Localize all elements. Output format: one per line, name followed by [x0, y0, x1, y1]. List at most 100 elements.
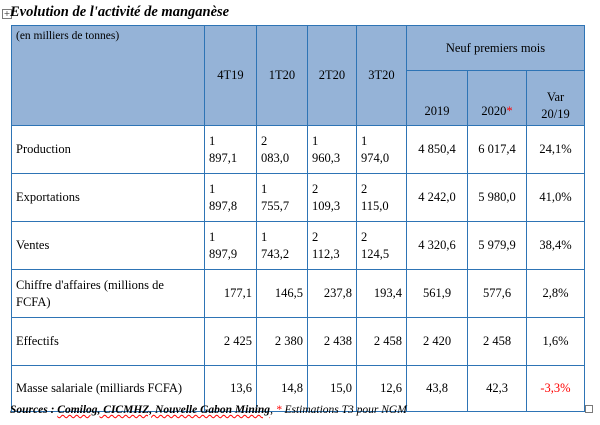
cell-line: 1: [209, 229, 216, 244]
cell-4t19: 2 425: [204, 317, 257, 366]
table-row-effectifs: Effectifs 2 425 2 380 2 438 2 458 2 420 …: [11, 317, 585, 366]
header-year-2020: 2020: [481, 104, 507, 118]
cell-line: 083,0: [261, 150, 290, 165]
row-label: Ventes: [11, 221, 205, 270]
row-label: Production: [11, 125, 205, 174]
cell-2t20: 15,0: [307, 365, 357, 412]
cell-3t20: 193,4: [356, 269, 407, 318]
cell-line: 2: [312, 181, 319, 196]
cell-variation-negative: -3,3%: [526, 365, 585, 412]
table-row-ventes: Ventes 1 897,9 1 743,2 2 112,3 2 124,5 4 320…: [11, 221, 585, 270]
row-label: Masse salariale (milliards FCFA): [11, 365, 205, 412]
cell-2t20: 1 960,3: [307, 125, 357, 174]
cell-3t20: 2 458: [356, 317, 407, 366]
cell-2t20: 2 438: [307, 317, 357, 366]
header-year-2019: 2019: [406, 70, 468, 126]
cell-4t19: 1 897,1: [204, 125, 257, 174]
unit-label: (en milliers de tonnes): [16, 30, 120, 42]
source-names: Comilog, CICMHZ, Nouvelle Gabon Mining: [57, 404, 271, 416]
manganese-activity-table: (en milliers de tonnes) 4T19 1T20 2T20 3…: [11, 25, 585, 412]
cell-4t19: 1 897,9: [204, 221, 257, 270]
cell-2019: 561,9: [406, 269, 468, 318]
row-label: Exportations: [11, 173, 205, 222]
cell-variation: 1,6%: [526, 317, 585, 366]
cell-line: 1: [261, 181, 268, 196]
estimate-marker: *: [506, 104, 513, 118]
cell-variation: 41,0%: [526, 173, 585, 222]
cell-1t20: 2 083,0: [256, 125, 308, 174]
source-note: Sources : Comilog, CICMHZ, Nouvelle Gabo…: [10, 404, 407, 416]
cell-line: 2: [312, 229, 319, 244]
cell-line: 960,3: [312, 150, 341, 165]
cell-3t20: 1 974,0: [356, 125, 407, 174]
cell-line: 1: [209, 181, 216, 196]
cell-line: 755,7: [261, 198, 290, 213]
cell-line: 1: [209, 133, 216, 148]
cell-3t20: 2 124,5: [356, 221, 407, 270]
header-period-2t20: 2T20: [307, 25, 357, 126]
cell-2t20: 2 109,3: [307, 173, 357, 222]
cell-2019: 2 420: [406, 317, 468, 366]
cell-variation: 38,4%: [526, 221, 585, 270]
cell-2019: 4 850,4: [406, 125, 468, 174]
cell-4t19: 177,1: [204, 269, 257, 318]
header-period-4t19: 4T19: [204, 25, 257, 126]
row-label: Effectifs: [11, 317, 205, 366]
cell-2020: 577,6: [467, 269, 527, 318]
cell-variation: 2,8%: [526, 269, 585, 318]
unit-label-cell: (en milliers de tonnes): [11, 25, 205, 126]
header-variation-line2: 20/19: [541, 107, 570, 121]
cell-line: 897,9: [209, 246, 238, 261]
cell-2020: 42,3: [467, 365, 527, 412]
cell-1t20: 146,5: [256, 269, 308, 318]
source-separator: ,: [270, 404, 276, 416]
header-period-3t20: 3T20: [356, 25, 407, 126]
table-resize-handle[interactable]: [585, 405, 593, 413]
cell-line: 1: [361, 133, 368, 148]
table-row-masse-salariale: Masse salariale (milliards FCFA) 13,6 14…: [11, 365, 585, 412]
cell-line: 897,8: [209, 198, 238, 213]
cell-4t19: 13,6: [204, 365, 257, 412]
table-row-exportations: Exportations 1 897,8 1 755,7 2 109,3 2 115,0…: [11, 173, 585, 222]
source-estimate-marker: *: [275, 404, 282, 416]
row-label: Chiffre d'affaires (millions de FCFA): [11, 269, 205, 318]
header-period-1t20: 1T20: [256, 25, 308, 126]
cell-4t19: 1 897,8: [204, 173, 257, 222]
header-variation-line1: Var: [546, 90, 565, 104]
cell-2t20: 237,8: [307, 269, 357, 318]
cell-line: 2: [361, 181, 368, 196]
cell-3t20: 2 115,0: [356, 173, 407, 222]
header-group-nine-months: Neuf premiers mois: [406, 25, 585, 71]
table-move-handle[interactable]: +: [2, 9, 12, 19]
cell-1t20: 2 380: [256, 317, 308, 366]
cell-line: 109,3: [312, 198, 341, 213]
cell-variation: 24,1%: [526, 125, 585, 174]
source-estimate-note: Estimations T3 pour NGM: [281, 404, 407, 416]
header-variation-cell: Var 20/19: [526, 70, 585, 126]
table-row-chiffre-affaires: Chiffre d'affaires (millions de FCFA) 17…: [11, 269, 585, 318]
cell-1t20: 1 743,2: [256, 221, 308, 270]
cell-line: 1: [312, 133, 319, 148]
cell-line: 2: [361, 229, 368, 244]
cell-line: 112,3: [312, 246, 340, 261]
cell-3t20: 12,6: [356, 365, 407, 412]
cell-line: 1: [261, 229, 268, 244]
page-title: Evolution de l'activité de manganèse: [10, 4, 230, 20]
cell-2020: 5 980,0: [467, 173, 527, 222]
cell-2020: 6 017,4: [467, 125, 527, 174]
source-prefix: Sources :: [10, 404, 58, 416]
cell-2019: 4 320,6: [406, 221, 468, 270]
cell-2019: 43,8: [406, 365, 468, 412]
cell-2t20: 2 112,3: [307, 221, 357, 270]
cell-line: 115,0: [361, 198, 389, 213]
cell-2020: 5 979,9: [467, 221, 527, 270]
cell-line: 974,0: [361, 150, 390, 165]
cell-2019: 4 242,0: [406, 173, 468, 222]
cell-line: 743,2: [261, 246, 290, 261]
cell-line: 124,5: [361, 246, 390, 261]
cell-2020: 2 458: [467, 317, 527, 366]
cell-1t20: 14,8: [256, 365, 308, 412]
table-row-production: Production 1 897,1 2 083,0 1 960,3 1 974,0 4…: [11, 125, 585, 174]
cell-line: 897,1: [209, 150, 238, 165]
cell-1t20: 1 755,7: [256, 173, 308, 222]
